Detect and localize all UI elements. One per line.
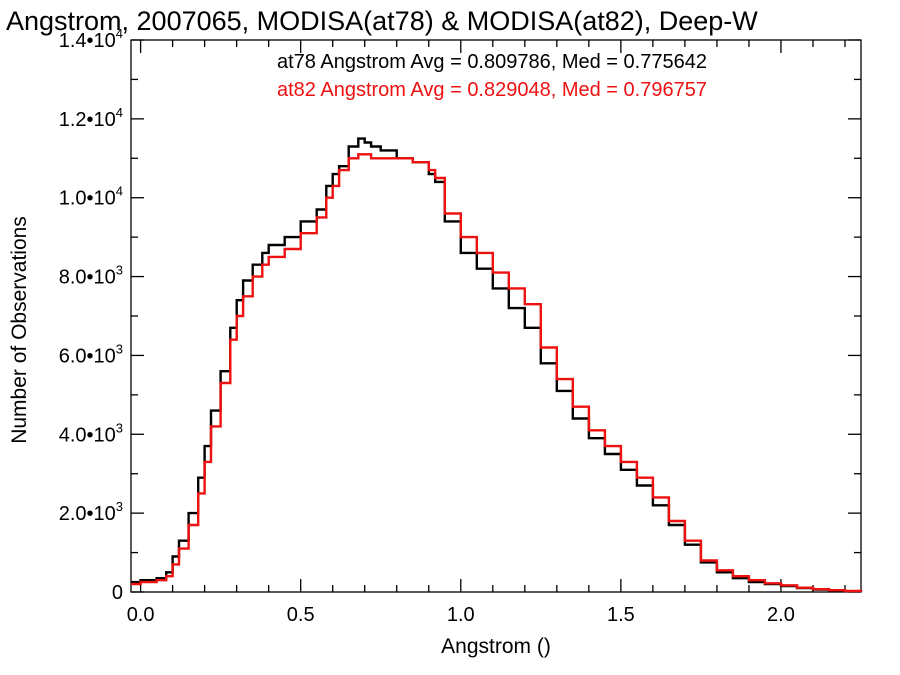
x-axis-ticks: 0.0 0.5 1.0 1.5 2.0 [127, 40, 846, 626]
y-tick-mantissa: 1.0•10 [59, 188, 116, 210]
y-tick-mantissa: 8.0•10 [59, 267, 116, 289]
y-tick-label: 1.4•104 [59, 26, 123, 52]
y-tick-label: 4.0•103 [59, 420, 123, 446]
y-tick-label: 2.0•103 [59, 499, 123, 525]
y-tick-label: 1.2•104 [59, 105, 123, 131]
annotation-stats-1: at82 Angstrom Avg = 0.829048, Med = 0.79… [277, 79, 707, 101]
x-tick-label: 2.0 [767, 604, 795, 626]
y-tick-exponent: 4 [116, 184, 123, 199]
series-line-0 [131, 137, 863, 593]
x-tick-label: 1.5 [607, 604, 635, 626]
y-axis-ticks: 02.0•1034.0•1036.0•1038.0•1031.0•1041.2•… [59, 26, 861, 604]
y-tick-exponent: 3 [116, 499, 123, 514]
y-tick-mantissa: 0 [112, 582, 123, 604]
y-tick-exponent: 3 [116, 263, 123, 278]
series-layer [131, 137, 863, 593]
chart-title: Angstrom, 2007065, MODISA(at78) & MODISA… [6, 6, 758, 36]
y-tick-label: 0 [112, 582, 123, 604]
y-axis-label: Number of Observations [8, 216, 31, 444]
y-tick-label: 1.0•104 [59, 184, 123, 210]
y-tick-exponent: 3 [116, 420, 123, 435]
annotation-stats-0: at78 Angstrom Avg = 0.809786, Med = 0.77… [277, 51, 707, 73]
y-tick-label: 8.0•103 [59, 263, 123, 289]
x-tick-label: 0.0 [127, 604, 155, 626]
y-tick-mantissa: 6.0•10 [59, 345, 116, 367]
y-tick-mantissa: 1.4•10 [59, 30, 116, 52]
x-tick-label: 1.0 [447, 604, 475, 626]
x-tick-label: 0.5 [287, 604, 315, 626]
series-line-1 [131, 153, 863, 593]
y-tick-exponent: 3 [116, 341, 123, 356]
annotations: at78 Angstrom Avg = 0.809786, Med = 0.77… [277, 51, 707, 101]
y-tick-mantissa: 2.0•10 [59, 503, 116, 525]
y-tick-label: 6.0•103 [59, 341, 123, 367]
y-tick-exponent: 4 [116, 26, 123, 41]
y-tick-exponent: 4 [116, 105, 123, 120]
y-tick-mantissa: 4.0•10 [59, 424, 116, 446]
y-tick-mantissa: 1.2•10 [59, 109, 116, 131]
x-axis-label: Angstrom () [441, 635, 551, 658]
